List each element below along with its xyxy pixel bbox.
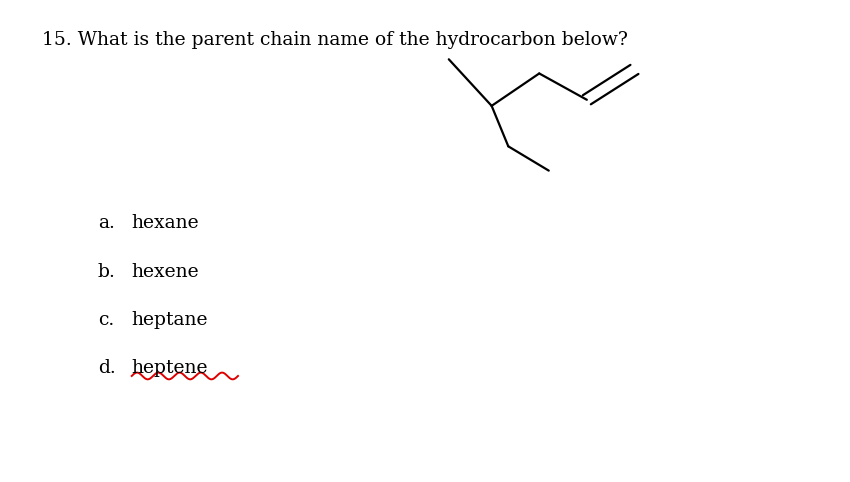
Text: b.: b.: [98, 263, 116, 281]
Text: 15. What is the parent chain name of the hydrocarbon below?: 15. What is the parent chain name of the…: [42, 31, 628, 49]
Text: a.: a.: [98, 214, 115, 232]
Text: hexane: hexane: [132, 214, 200, 232]
Text: heptane: heptane: [132, 311, 208, 329]
Text: d.: d.: [98, 359, 116, 377]
Text: heptene: heptene: [132, 359, 208, 377]
Text: c.: c.: [98, 311, 114, 329]
Text: hexene: hexene: [132, 263, 200, 281]
